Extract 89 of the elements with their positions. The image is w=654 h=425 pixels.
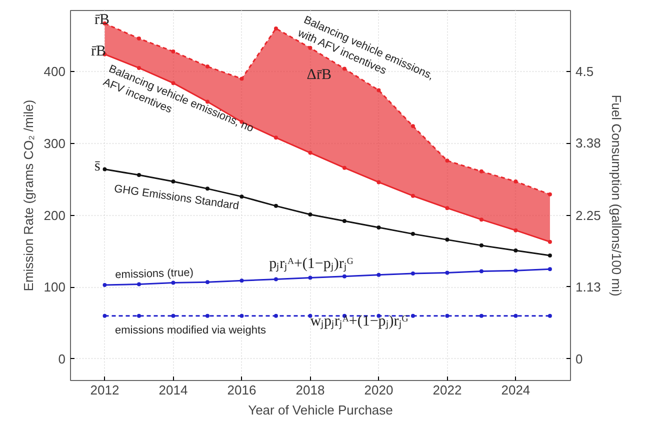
point xyxy=(205,314,210,318)
x-tick-label: 2022 xyxy=(432,382,462,398)
point xyxy=(342,274,346,278)
point xyxy=(410,232,415,236)
x-tick-label: 2012 xyxy=(90,382,120,398)
point xyxy=(274,204,278,208)
point xyxy=(445,270,450,275)
point xyxy=(548,253,552,258)
point xyxy=(514,248,518,252)
point xyxy=(205,280,210,284)
annotation: Δr̄B xyxy=(306,67,332,84)
point xyxy=(240,76,244,81)
point xyxy=(240,314,244,318)
point xyxy=(479,269,484,274)
annotation: emissions (true) xyxy=(115,266,194,282)
x-tick-label: 2014 xyxy=(158,382,188,398)
point xyxy=(479,243,484,248)
point xyxy=(240,194,244,199)
point xyxy=(308,212,312,217)
point xyxy=(274,26,278,30)
point xyxy=(171,314,176,318)
point xyxy=(410,271,415,276)
point xyxy=(274,136,278,140)
y-tick-label: 0 xyxy=(58,351,66,366)
point xyxy=(205,186,210,191)
point xyxy=(479,218,484,222)
point xyxy=(514,179,518,184)
point xyxy=(445,158,450,163)
point xyxy=(376,225,381,230)
point xyxy=(376,272,381,277)
point xyxy=(308,276,312,280)
point xyxy=(240,278,244,283)
point xyxy=(205,64,210,69)
point xyxy=(548,267,552,272)
annotation: s̄ xyxy=(94,158,101,174)
point xyxy=(102,314,107,318)
point xyxy=(102,167,107,172)
point xyxy=(479,169,484,174)
x-tick-label: 2024 xyxy=(501,382,530,398)
point xyxy=(376,180,381,184)
point xyxy=(342,166,346,170)
annotation: r̄B xyxy=(94,12,110,28)
point xyxy=(171,49,176,54)
y-tick-label: 400 xyxy=(44,64,66,80)
point xyxy=(274,314,278,318)
point xyxy=(548,240,552,244)
x-tick-label: 2016 xyxy=(227,382,256,398)
x-axis-title: Year of Vehicle Purchase xyxy=(248,402,393,418)
point xyxy=(445,238,450,242)
point xyxy=(171,179,176,184)
y2-tick-label: 4.5 xyxy=(576,64,594,80)
annotation: GHG Emissions Standard xyxy=(113,182,240,212)
y-axis-title: Emission Rate (grams CO₂ /mile) xyxy=(20,100,36,292)
annotation: pⱼrⱼᴬ+(1−pⱼ)rⱼᴳ xyxy=(269,256,354,272)
point xyxy=(548,314,552,318)
point xyxy=(410,194,415,198)
point xyxy=(102,282,107,287)
y-tick-label: 100 xyxy=(44,280,66,295)
annotation: wⱼpⱼrⱼᴬ+(1−pⱼ)rⱼᴳ xyxy=(310,314,409,330)
point xyxy=(410,314,415,318)
point xyxy=(514,268,518,273)
point xyxy=(445,314,450,318)
point xyxy=(376,88,381,92)
y2-tick-label: 3.38 xyxy=(576,136,601,151)
y2-tick-label: 1.13 xyxy=(576,279,601,294)
point xyxy=(548,192,552,196)
annotation: emissions modified via weights xyxy=(115,324,267,336)
point xyxy=(445,206,450,210)
y-tick-label: 200 xyxy=(44,208,66,223)
point xyxy=(514,314,518,318)
point xyxy=(514,228,518,232)
point xyxy=(308,46,312,50)
y2-tick-label: 0 xyxy=(576,351,583,366)
y-tick-label: 300 xyxy=(44,136,66,151)
point xyxy=(136,173,141,178)
point xyxy=(410,124,415,128)
y2-axis-title: Fuel Consumption (gallons/100 mi) xyxy=(608,94,624,296)
point xyxy=(308,150,312,155)
y2-tick-label: 2.25 xyxy=(576,208,601,223)
point xyxy=(136,282,141,286)
point xyxy=(171,81,176,86)
point xyxy=(479,314,484,318)
point xyxy=(342,219,346,223)
x-tick-label: 2020 xyxy=(364,382,394,398)
point xyxy=(274,277,278,282)
point xyxy=(136,36,141,41)
x-tick-label: 2018 xyxy=(296,382,325,398)
point xyxy=(136,314,141,318)
point xyxy=(171,280,176,285)
